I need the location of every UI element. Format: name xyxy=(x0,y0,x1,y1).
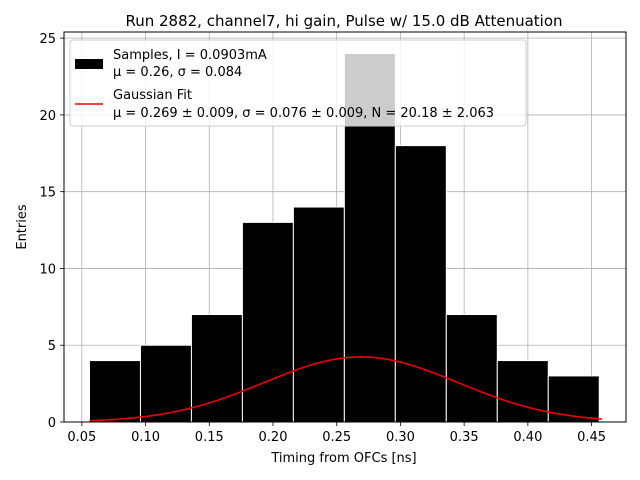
x-tick-label: 0.35 xyxy=(450,430,479,445)
legend-fit-label: Gaussian Fit xyxy=(113,88,192,103)
legend-box xyxy=(69,39,527,127)
y-axis-ticks: 0 5 10 15 20 25 xyxy=(39,32,64,431)
legend-samples-label: Samples, I = 0.0903mA xyxy=(113,48,267,63)
x-tick-label: 0.20 xyxy=(259,430,288,445)
x-tick-label: 0.45 xyxy=(577,430,606,445)
x-axis-label: Timing from OFCs [ns] xyxy=(270,451,416,466)
histogram-bar xyxy=(496,360,549,423)
y-tick-label: 5 xyxy=(48,339,56,354)
x-tick-label: 0.15 xyxy=(195,430,224,445)
y-axis-label: Entries xyxy=(15,204,30,250)
histogram-bar xyxy=(292,206,345,423)
y-tick-label: 10 xyxy=(39,262,56,277)
x-tick-label: 0.30 xyxy=(386,430,415,445)
histogram-bar xyxy=(547,375,600,423)
chart-title: Run 2882, channel7, hi gain, Pulse w/ 15… xyxy=(125,12,562,30)
y-tick-label: 0 xyxy=(48,416,56,431)
gaussian-fit xyxy=(89,356,602,422)
gaussian-fit-curve xyxy=(89,356,602,422)
legend-fit-stats: μ = 0.269 ± 0.009, σ = 0.076 ± 0.009, N … xyxy=(113,106,494,121)
y-tick-label: 15 xyxy=(39,186,56,201)
x-tick-label: 0.05 xyxy=(67,430,96,445)
y-tick-label: 20 xyxy=(39,109,56,124)
histogram-bar xyxy=(241,221,294,423)
legend-samples-stats: μ = 0.26, σ = 0.084 xyxy=(113,65,242,80)
legend: Samples, I = 0.0903mA μ = 0.26, σ = 0.08… xyxy=(69,39,527,127)
x-tick-label: 0.10 xyxy=(131,430,160,445)
x-tick-label: 0.40 xyxy=(513,430,542,445)
y-tick-label: 25 xyxy=(39,32,56,47)
histogram-bar xyxy=(445,314,498,423)
histogram-bar xyxy=(190,314,243,423)
legend-samples-swatch xyxy=(75,59,103,69)
plot-frame xyxy=(63,31,627,423)
x-tick-label: 0.25 xyxy=(322,430,351,445)
histogram-bar xyxy=(394,145,447,423)
histogram-bar xyxy=(88,360,141,423)
x-axis-ticks: 0.05 0.10 0.15 0.20 0.25 0.30 0.35 0.40 0.45 xyxy=(67,422,606,445)
